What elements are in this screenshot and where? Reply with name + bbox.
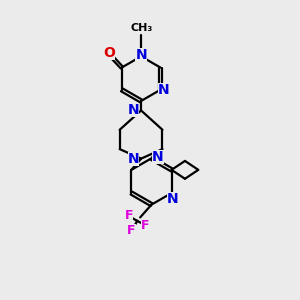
Text: CH₃: CH₃ (130, 23, 153, 33)
Text: N: N (128, 103, 139, 118)
Text: N: N (158, 83, 170, 97)
Text: F: F (127, 224, 136, 237)
Text: N: N (167, 192, 179, 206)
Text: N: N (152, 150, 164, 164)
Text: N: N (135, 48, 147, 62)
Text: F: F (124, 208, 133, 221)
Text: F: F (141, 219, 150, 232)
Text: N: N (128, 152, 139, 166)
Text: O: O (103, 46, 115, 60)
